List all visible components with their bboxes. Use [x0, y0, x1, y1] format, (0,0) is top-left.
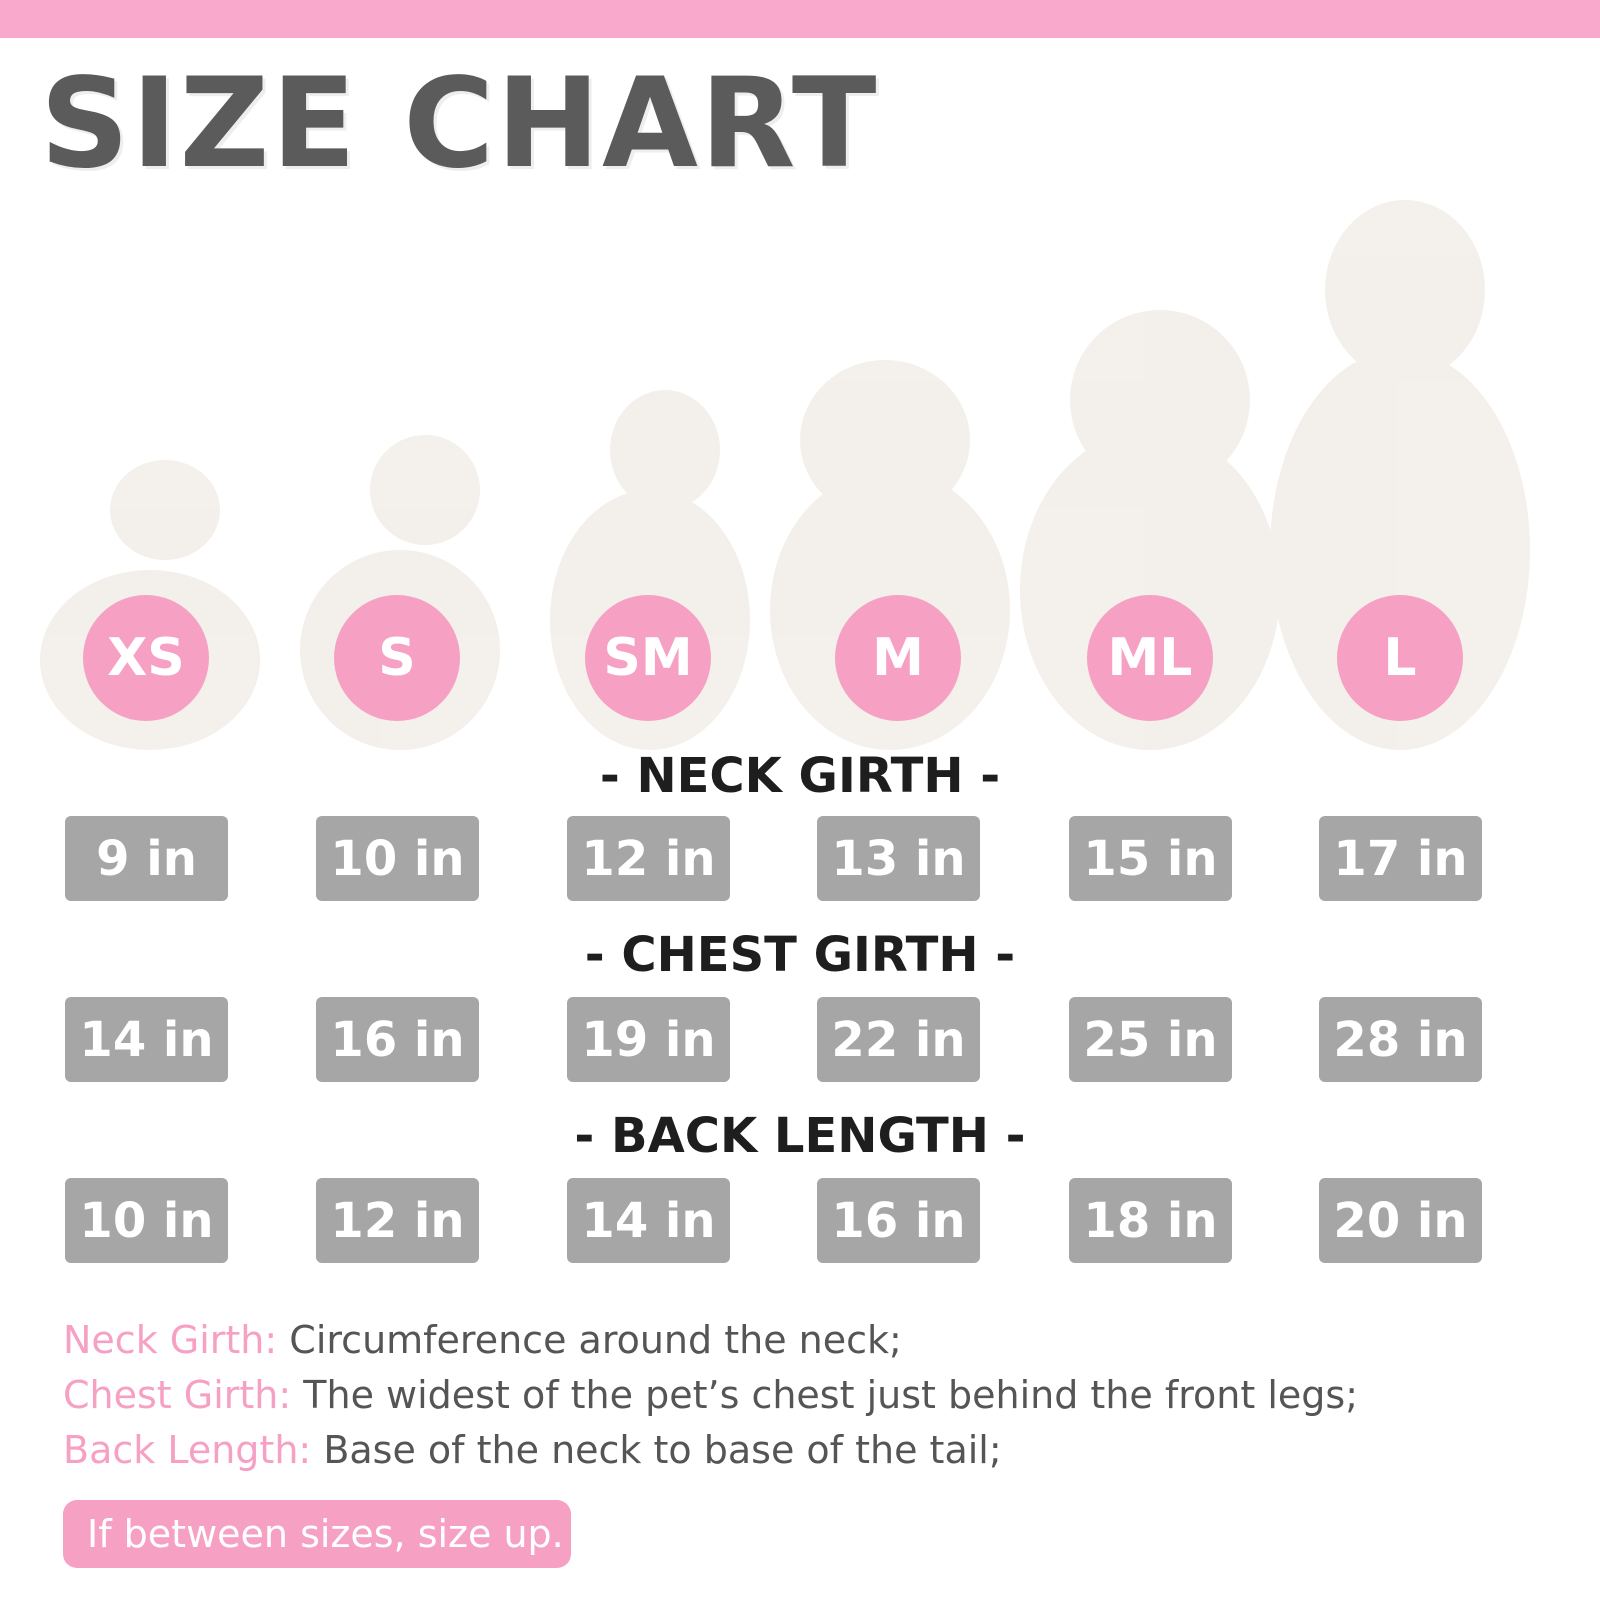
size-badge: L [1337, 595, 1463, 721]
definition-text: The widest of the pet’s chest just behin… [303, 1373, 1359, 1417]
measure-box: 14 in [567, 1178, 730, 1263]
measure-box: 18 in [1069, 1178, 1232, 1263]
measure-box: 9 in [65, 816, 228, 901]
measure-box: 17 in [1319, 816, 1482, 901]
measure-box: 10 in [316, 816, 479, 901]
definition: Chest Girth: The widest of the pet’s che… [63, 1373, 1358, 1417]
measure-box: 15 in [1069, 816, 1232, 901]
measure-box: 22 in [817, 997, 980, 1082]
definition-term: Neck Girth: [63, 1318, 278, 1362]
definition: Back Length: Base of the neck to base of… [63, 1428, 1002, 1472]
section-heading: - NECK GIRTH - [599, 748, 1001, 804]
measure-box: 14 in [65, 997, 228, 1082]
measure-box: 28 in [1319, 997, 1482, 1082]
size-badge: S [334, 595, 460, 721]
size-badge: ML [1087, 595, 1213, 721]
note-pill: If between sizes, size up. [63, 1500, 571, 1568]
size-badge: M [835, 595, 961, 721]
section-heading: - CHEST GIRTH - [584, 927, 1016, 983]
definition-term: Chest Girth: [63, 1373, 292, 1417]
measure-box: 13 in [817, 816, 980, 901]
size-badge: SM [585, 595, 711, 721]
definition-text: Base of the neck to base of the tail; [323, 1428, 1002, 1472]
section-heading: - BACK LENGTH - [574, 1108, 1026, 1164]
measure-box: 25 in [1069, 997, 1232, 1082]
definition-text: Circumference around the neck; [289, 1318, 902, 1362]
measure-box: 16 in [817, 1178, 980, 1263]
measure-box: 16 in [316, 997, 479, 1082]
measure-box: 19 in [567, 997, 730, 1082]
measure-box: 12 in [567, 816, 730, 901]
measure-box: 10 in [65, 1178, 228, 1263]
size-badge: XS [83, 595, 209, 721]
top-bar [0, 0, 1600, 38]
definition: Neck Girth: Circumference around the nec… [63, 1318, 902, 1362]
measure-box: 12 in [316, 1178, 479, 1263]
measure-box: 20 in [1319, 1178, 1482, 1263]
title: SIZE CHART [40, 52, 879, 196]
definition-term: Back Length: [63, 1428, 312, 1472]
